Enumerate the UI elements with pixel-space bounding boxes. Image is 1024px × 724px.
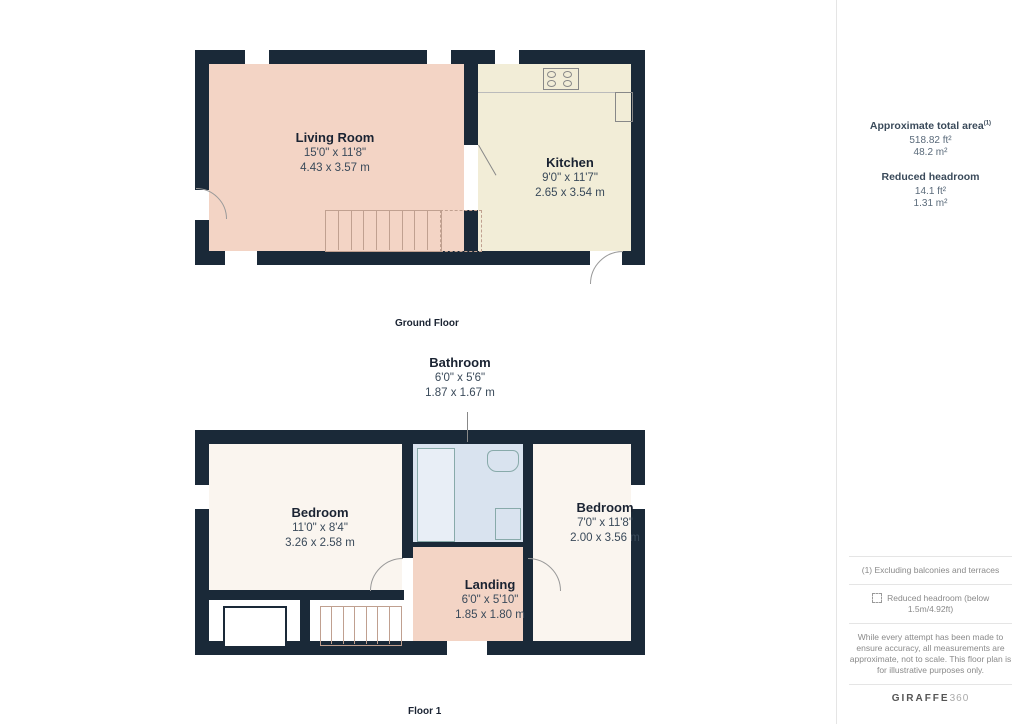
- label-living: Living Room15'0" x 11'8"4.43 x 3.57 m: [265, 130, 405, 175]
- label-kitchen: Kitchen9'0" x 11'7"2.65 x 3.54 m: [500, 155, 640, 200]
- stairs: [325, 210, 442, 252]
- inner-wall: [209, 590, 404, 600]
- wall-opening: [447, 641, 487, 655]
- headroom-ft: 14.1 ft²: [849, 186, 1012, 197]
- inner-wall: [464, 50, 478, 145]
- disclaimer: While every attempt has been made to ens…: [849, 632, 1012, 676]
- floor-floor-1: Bedroom11'0" x 8'4"3.26 x 2.58 mBathroom…: [195, 430, 645, 655]
- footnote-1: (1) Excluding balconies and terraces: [849, 565, 1012, 576]
- floorplan-canvas: Living Room15'0" x 11'8"4.43 x 3.57 m Kit…: [0, 0, 836, 724]
- label-bed2: Bedroom7'0" x 11'8"2.00 x 3.56 m: [535, 500, 675, 545]
- bathroom-callout-line: [467, 412, 468, 442]
- stair-step: [351, 210, 352, 250]
- wall-bottom: [195, 251, 645, 265]
- label-bed1: Bedroom11'0" x 8'4"3.26 x 2.58 m: [250, 505, 390, 550]
- inner-wall: [413, 542, 523, 547]
- stair-step: [402, 210, 403, 250]
- total-area-m: 48.2 m²: [849, 147, 1012, 158]
- footnote-ref: (1): [984, 121, 991, 127]
- stair-step: [427, 210, 428, 250]
- total-area-ft: 518.82 ft²: [849, 135, 1012, 146]
- stair-step: [331, 606, 332, 644]
- kitchen-unit: [615, 92, 633, 122]
- floor-ground-floor: Living Room15'0" x 11'8"4.43 x 3.57 m Kit…: [195, 50, 645, 265]
- toilet: [487, 450, 519, 472]
- stair-step: [363, 210, 364, 250]
- brand-logo: GIRAFFE360: [849, 693, 1012, 704]
- total-area-label: Approximate total area(1): [849, 120, 1012, 132]
- sink: [495, 508, 521, 540]
- stair-step: [376, 210, 377, 250]
- stair-step: [366, 606, 367, 644]
- inner-wall: [300, 600, 310, 645]
- wall-left: [195, 50, 209, 265]
- info-sidebar: Approximate total area(1) 518.82 ft² 48.…: [836, 0, 1024, 724]
- closet: [223, 606, 287, 648]
- wall-opening: [195, 485, 209, 509]
- dashed-legend-icon: [872, 593, 882, 603]
- floor-label: Floor 1: [408, 706, 441, 717]
- footnote-2: Reduced headroom (below 1.5m/4.92ft): [849, 593, 1012, 615]
- hob-ring: [563, 80, 572, 87]
- label-landing: Landing6'0" x 5'10"1.85 x 1.80 m: [420, 577, 560, 622]
- stair-step: [389, 606, 390, 644]
- stair-step: [354, 606, 355, 644]
- wall-opening: [225, 251, 257, 265]
- headroom-label: Reduced headroom: [849, 171, 1012, 183]
- stair-step: [343, 606, 344, 644]
- wall-opening: [245, 50, 269, 64]
- hob-ring: [563, 71, 572, 78]
- wall-left: [195, 430, 209, 655]
- wall-top: [195, 430, 645, 444]
- stair-step: [414, 210, 415, 250]
- floor-label: Ground Floor: [395, 318, 459, 329]
- headroom-m: 1.31 m²: [849, 198, 1012, 209]
- shower: [417, 448, 455, 542]
- wall-opening: [427, 50, 451, 64]
- inner-wall: [402, 430, 413, 558]
- label-bath: Bathroom6'0" x 5'6"1.87 x 1.67 m: [390, 355, 530, 400]
- stair-step: [389, 210, 390, 250]
- stair-step: [377, 606, 378, 644]
- wall-opening: [495, 50, 519, 64]
- reduced-headroom-zone: [440, 210, 482, 252]
- hob-ring: [547, 80, 556, 87]
- stair-step: [338, 210, 339, 250]
- hob-ring: [547, 71, 556, 78]
